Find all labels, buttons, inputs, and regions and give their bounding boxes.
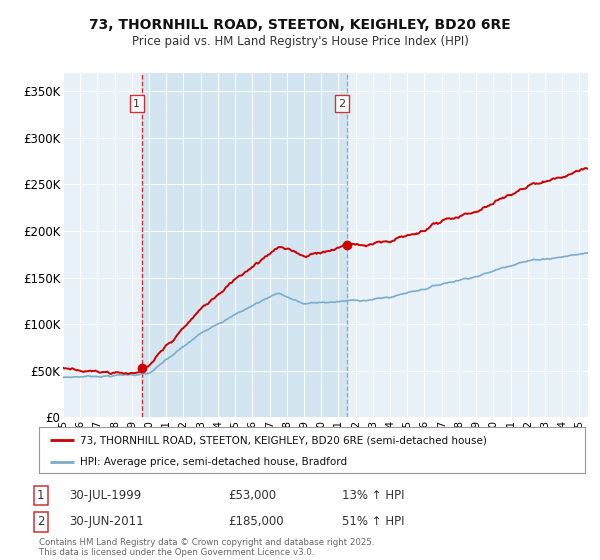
Text: 2: 2 [338, 99, 346, 109]
Text: £53,000: £53,000 [228, 489, 276, 502]
Text: 13% ↑ HPI: 13% ↑ HPI [342, 489, 404, 502]
Text: HPI: Average price, semi-detached house, Bradford: HPI: Average price, semi-detached house,… [80, 457, 347, 466]
Text: £185,000: £185,000 [228, 515, 284, 529]
Text: 51% ↑ HPI: 51% ↑ HPI [342, 515, 404, 529]
Text: 73, THORNHILL ROAD, STEETON, KEIGHLEY, BD20 6RE (semi-detached house): 73, THORNHILL ROAD, STEETON, KEIGHLEY, B… [80, 435, 487, 445]
Text: Contains HM Land Registry data © Crown copyright and database right 2025.
This d: Contains HM Land Registry data © Crown c… [39, 538, 374, 557]
Text: 30-JUL-1999: 30-JUL-1999 [69, 489, 141, 502]
Bar [142, 73, 347, 417]
Text: Price paid vs. HM Land Registry's House Price Index (HPI): Price paid vs. HM Land Registry's House … [131, 35, 469, 49]
Text: 1: 1 [37, 489, 44, 502]
Text: 2: 2 [37, 515, 44, 529]
Text: 73, THORNHILL ROAD, STEETON, KEIGHLEY, BD20 6RE: 73, THORNHILL ROAD, STEETON, KEIGHLEY, B… [89, 18, 511, 32]
Text: 1: 1 [133, 99, 140, 109]
Text: 30-JUN-2011: 30-JUN-2011 [69, 515, 143, 529]
